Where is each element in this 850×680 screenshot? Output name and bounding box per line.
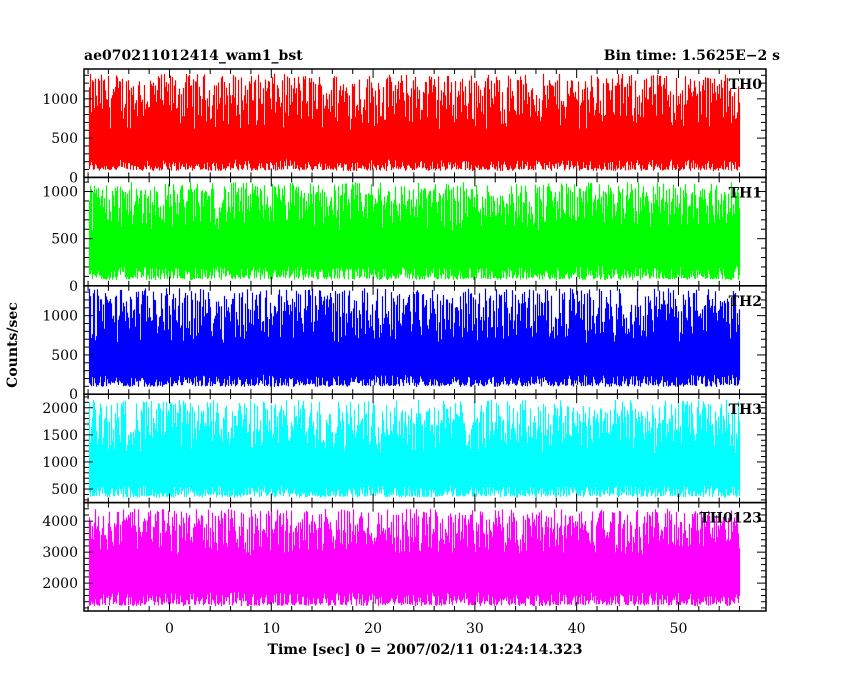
- series-th0: [88, 73, 741, 172]
- panel-th0123: 2000 3000 4000 TH0123 0 10 20 30 40 50: [42, 501, 767, 637]
- y-axis-label: Counts/sec: [5, 302, 21, 388]
- x-tick-label: 20: [364, 621, 382, 637]
- y-tick-label: 500: [51, 348, 78, 364]
- header-bin-time: Bin time: 1.5625E−2 s: [604, 48, 780, 64]
- y-tick-label: 500: [51, 131, 78, 147]
- y-tick-label: 1000: [42, 309, 78, 325]
- y-tick-label: 2000: [42, 401, 78, 417]
- y-tick-label: 0: [69, 279, 78, 295]
- y-tick-label: 0: [69, 170, 78, 186]
- panel-frame: [83, 501, 767, 612]
- series-th1: [88, 182, 741, 281]
- x-tick-label: 50: [670, 621, 688, 637]
- panel-name: TH1: [729, 185, 762, 201]
- y-tick-label: 500: [51, 482, 78, 498]
- header-observation-id: ae070211012414_wam1_bst: [84, 48, 303, 64]
- y-tick-label: 1000: [42, 455, 78, 471]
- panel-name: TH3: [729, 402, 762, 418]
- y-tick-label: 1500: [42, 428, 78, 444]
- y-tick-label: 1000: [42, 185, 78, 201]
- x-tick-label: 0: [165, 621, 174, 637]
- panel-th2: 0 500 1000 TH2: [42, 285, 767, 403]
- panel-name: TH0123: [699, 511, 762, 527]
- y-tick-label: 4000: [42, 514, 78, 530]
- series-th3: [88, 399, 741, 498]
- x-tick-label: 40: [568, 621, 586, 637]
- x-tick-label: 10: [262, 621, 280, 637]
- panel-th1: 0 500 1000 TH1: [42, 176, 767, 295]
- panel-name: TH0: [729, 77, 763, 93]
- y-tick-label: 1000: [42, 92, 78, 108]
- y-tick-label: 500: [51, 232, 78, 248]
- y-tick-label: 2000: [42, 576, 78, 592]
- x-axis-label: Time [sec] 0 = 2007/02/11 01:24:14.323: [268, 642, 583, 658]
- panel-th3: 500 1000 1500 2000 TH3: [42, 393, 767, 504]
- y-tick-label: 3000: [42, 545, 78, 561]
- y-tick-label: 0: [69, 387, 78, 403]
- series-th0123: [88, 508, 741, 607]
- panel-name: TH2: [729, 294, 762, 310]
- x-tick-label: 30: [466, 621, 484, 637]
- series-th2: [88, 288, 741, 388]
- panel-th0: 0 500 1000 TH0: [42, 68, 767, 186]
